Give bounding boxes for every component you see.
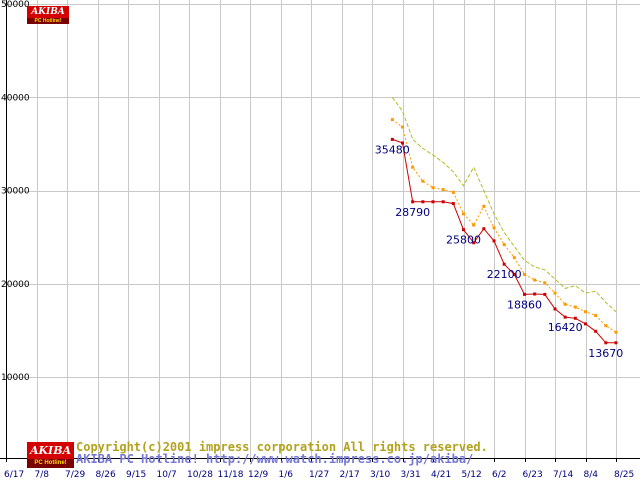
series-green: [391, 97, 617, 313]
x-tick-label: 6/17: [4, 470, 24, 480]
data-point-label: 22100: [487, 268, 522, 281]
series-red: [390, 137, 618, 345]
x-tick-label: 10/7: [157, 470, 177, 480]
data-point-label: 25800: [446, 234, 481, 247]
y-tick-label: 40000: [1, 93, 30, 103]
x-tick-label: 3/10: [370, 470, 390, 480]
x-tick-label: 8/4: [584, 470, 599, 480]
x-tick-label: 8/25: [614, 470, 634, 480]
x-tick-label: 6/23: [523, 470, 543, 480]
y-tick-label: 20000: [1, 280, 30, 290]
gridlines: [6, 0, 640, 458]
akiba-logo-footer-title: AKIBA: [27, 442, 74, 459]
akiba-logo-small: AKIBA PC Hotline!: [27, 6, 69, 24]
data-point-label: 13670: [588, 347, 623, 360]
y-tick-label: 30000: [1, 187, 30, 197]
data-point-label: 18860: [507, 298, 542, 311]
site-url-text: AKIBA PC Hotline! http://www.watch.impre…: [76, 452, 474, 466]
akiba-logo-footer: AKIBA PC Hotline!: [27, 442, 74, 468]
x-tick-label: 2/17: [340, 470, 360, 480]
data-point-label: 35480: [375, 143, 410, 156]
x-tick-label: 11/18: [218, 470, 244, 480]
x-tick-label: 6/2: [492, 470, 506, 480]
y-axis-labels: 10000 20000 30000 40000 50000: [1, 0, 30, 383]
series-orange: [390, 118, 618, 334]
axes: [0, 0, 640, 462]
x-tick-label: 3/31: [401, 470, 421, 480]
x-tick-label: 8/26: [96, 470, 116, 480]
x-tick-label: 5/12: [462, 470, 482, 480]
x-tick-label: 7/29: [65, 470, 85, 480]
data-point-label: 28790: [395, 206, 430, 219]
point-labels: 35480 28790 25800 22100 18860 16420 13670: [375, 143, 624, 359]
x-tick-label: 7/8: [35, 470, 50, 480]
x-tick-label: 4/21: [431, 470, 451, 480]
x-tick-label: 1/27: [309, 470, 329, 480]
y-tick-label: 10000: [1, 373, 30, 383]
copyright-text: Copyright(c)2001 impress corporation All…: [76, 440, 488, 454]
data-point-label: 16420: [548, 321, 583, 334]
akiba-logo-small-title: AKIBA: [27, 6, 69, 18]
x-axis-labels: 6/17 7/8 7/29 8/26 9/15 10/7 10/28 11/18 12/9 1/6…: [4, 470, 634, 480]
x-tick-label: 7/14: [553, 470, 573, 480]
x-tick-label: 12/9: [248, 470, 268, 480]
akiba-logo-small-subtitle: PC Hotline!: [27, 18, 69, 24]
x-tick-label: 9/15: [126, 470, 146, 480]
x-tick-label: 1/6: [279, 470, 294, 480]
y-tick-label: 50000: [1, 0, 30, 10]
akiba-logo-footer-subtitle: PC Hotline!: [27, 459, 74, 468]
x-tick-label: 10/28: [187, 470, 213, 480]
